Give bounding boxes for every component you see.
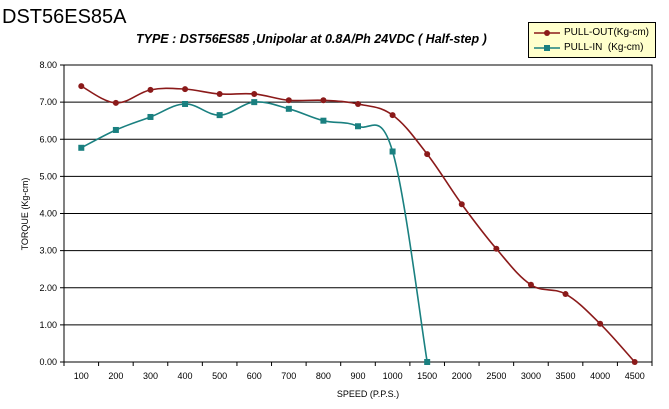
y-tick-label: 0.00 bbox=[39, 357, 57, 367]
x-tick-label: 1500 bbox=[417, 371, 437, 381]
x-axis-title: SPEED (P.P.S.) bbox=[337, 389, 399, 399]
pull-in-legend-marker bbox=[534, 44, 560, 51]
pull-out-point bbox=[320, 97, 327, 104]
chart-subtitle: TYPE : DST56ES85 ,Unipolar at 0.8A/Ph 24… bbox=[136, 32, 487, 46]
x-tick-label: 200 bbox=[108, 371, 123, 381]
x-tick-label: 900 bbox=[350, 371, 365, 381]
x-tick-label: 3000 bbox=[521, 371, 541, 381]
series-pull-out bbox=[78, 83, 638, 365]
x-tick-label: 4000 bbox=[590, 371, 610, 381]
x-tick-label: 4500 bbox=[625, 371, 645, 381]
pull-in-point bbox=[216, 112, 223, 119]
pull-out-point bbox=[112, 99, 119, 106]
pull-out-point bbox=[147, 86, 154, 93]
pull-in-point bbox=[112, 126, 119, 133]
pull-out-legend-marker bbox=[534, 29, 560, 36]
series-layer bbox=[78, 83, 638, 365]
legend-item-pull-out: PULL-OUT(Kg-cm) bbox=[533, 25, 651, 40]
y-axis-ticks: 0.00 1.00 2.00 3.00 4.00 5.00 6.00 7.00 8.00 bbox=[39, 60, 64, 367]
pull-in-point bbox=[251, 99, 258, 106]
pull-out-point bbox=[424, 151, 431, 158]
y-tick-label: 5.00 bbox=[39, 171, 57, 181]
pull-in-point bbox=[355, 123, 361, 130]
legend-label-pull-out: PULL-OUT(Kg-cm) bbox=[564, 27, 650, 38]
pull-out-point bbox=[527, 281, 534, 288]
pull-out-point bbox=[78, 83, 85, 90]
pull-out-point bbox=[389, 112, 396, 119]
y-tick-label: 8.00 bbox=[39, 60, 57, 70]
x-tick-label: 700 bbox=[281, 371, 296, 381]
pull-out-point bbox=[285, 97, 292, 104]
y-tick-label: 2.00 bbox=[39, 283, 57, 293]
pull-in-point bbox=[320, 117, 327, 124]
x-tick-label: 3500 bbox=[556, 371, 576, 381]
pull-out-point bbox=[562, 291, 569, 298]
x-tick-label: 600 bbox=[247, 371, 262, 381]
pull-in-point bbox=[424, 359, 431, 365]
y-tick-label: 4.00 bbox=[39, 209, 57, 219]
series-pull-in bbox=[78, 99, 431, 365]
legend-item-pull-in: PULL-IN (Kg-cm) bbox=[533, 40, 651, 55]
x-tick-label: 300 bbox=[143, 371, 158, 381]
pull-out-point bbox=[355, 100, 361, 107]
pull-in-point bbox=[182, 100, 189, 107]
grid-lines bbox=[64, 101, 652, 326]
pull-in-point bbox=[285, 105, 292, 112]
pull-out-point bbox=[251, 90, 258, 97]
x-tick-label: 2500 bbox=[486, 371, 506, 381]
x-tick-label: 1000 bbox=[383, 371, 403, 381]
y-tick-label: 6.00 bbox=[39, 134, 57, 144]
pull-out-point bbox=[182, 86, 189, 93]
pull-in-point bbox=[78, 144, 85, 151]
x-tick-label: 800 bbox=[316, 371, 331, 381]
x-axis-ticks: 100 200 300 400 500 600 700 800 900 1000 1500 2000 2… bbox=[63, 362, 653, 381]
x-tick-label: 400 bbox=[178, 371, 193, 381]
pull-out-point bbox=[493, 245, 500, 252]
y-tick-label: 7.00 bbox=[39, 97, 57, 107]
y-axis-title: TORQUE (Kg-cm) bbox=[20, 178, 30, 251]
legend: PULL-OUT(Kg-cm) PULL-IN (Kg-cm) bbox=[528, 22, 656, 58]
pull-in-point bbox=[389, 148, 396, 155]
pull-out-point bbox=[631, 359, 638, 365]
pull-out-point bbox=[458, 201, 465, 208]
x-tick-label: 2000 bbox=[452, 371, 472, 381]
x-tick-label: 500 bbox=[212, 371, 227, 381]
y-tick-label: 3.00 bbox=[39, 246, 57, 256]
legend-label-pull-in: PULL-IN (Kg-cm) bbox=[564, 42, 644, 53]
y-tick-label: 1.00 bbox=[39, 320, 57, 330]
x-tick-label: 100 bbox=[74, 371, 89, 381]
pull-out-point bbox=[597, 320, 604, 327]
pull-in-point bbox=[147, 113, 154, 120]
chart-title: DST56ES85A bbox=[2, 6, 127, 28]
pull-out-point bbox=[216, 90, 223, 97]
